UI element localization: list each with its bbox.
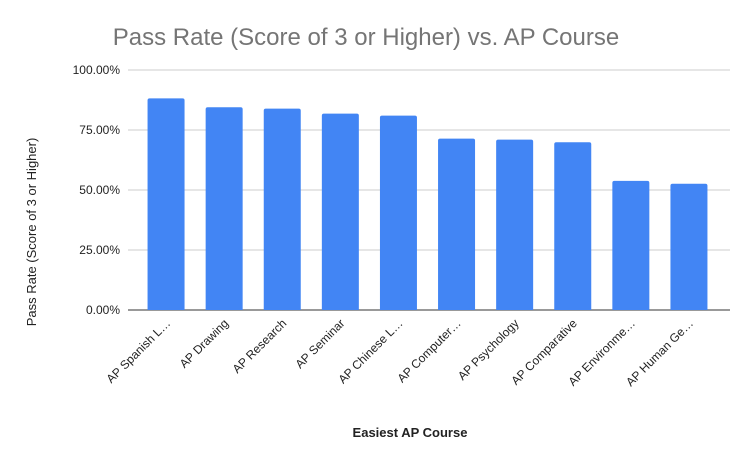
bar[interactable] xyxy=(263,108,301,310)
y-axis-title: Pass Rate (Score of 3 or Higher) xyxy=(24,138,39,327)
bar[interactable] xyxy=(554,142,592,310)
bar[interactable] xyxy=(670,183,708,310)
x-tick-label: AP Research xyxy=(230,316,290,376)
x-axis-title: Easiest AP Course xyxy=(353,425,468,440)
y-tick-label: 100.00% xyxy=(73,63,121,77)
y-tick-label: 25.00% xyxy=(79,243,120,257)
x-tick-label: AP Seminar xyxy=(292,316,347,371)
y-tick-label: 50.00% xyxy=(79,183,120,197)
bar[interactable] xyxy=(205,107,243,310)
bar[interactable] xyxy=(379,115,417,310)
x-tick-label: AP Drawing xyxy=(177,316,232,371)
chart-title: Pass Rate (Score of 3 or Higher) vs. AP … xyxy=(113,24,619,51)
bar[interactable] xyxy=(496,139,534,310)
x-tick-label: AP Psychology xyxy=(455,316,522,383)
bar[interactable] xyxy=(321,113,359,311)
bar[interactable] xyxy=(438,138,476,310)
x-tick-label: AP Spanish L… xyxy=(104,316,174,386)
y-tick-label: 0.00% xyxy=(86,303,120,317)
bar[interactable] xyxy=(147,98,185,310)
bar[interactable] xyxy=(612,180,650,310)
y-tick-label: 75.00% xyxy=(79,123,120,137)
